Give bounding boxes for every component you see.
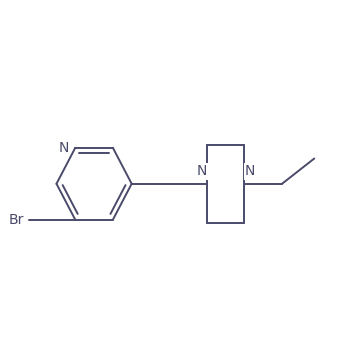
Text: Br: Br [9, 213, 24, 227]
Text: N: N [58, 141, 69, 155]
Text: N: N [196, 165, 207, 179]
Text: N: N [245, 165, 255, 179]
